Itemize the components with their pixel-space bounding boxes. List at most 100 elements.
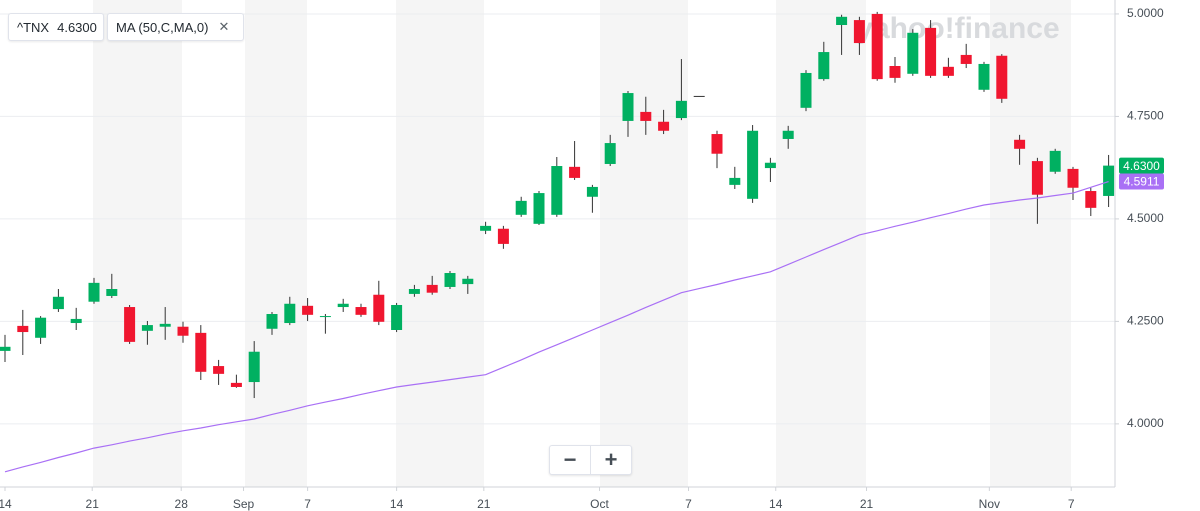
- price-badge: [1119, 173, 1164, 190]
- zoom-out[interactable]: −: [550, 446, 591, 474]
- candle-body: [70, 318, 82, 324]
- x-tick-label: 28: [175, 497, 189, 511]
- price-badge: [1119, 157, 1164, 174]
- x-tick-label: Oct: [590, 497, 609, 511]
- candle-body: [515, 200, 527, 215]
- candle-body: [729, 177, 741, 185]
- candle-body: [462, 278, 474, 285]
- candle-body: [604, 143, 616, 164]
- x-tick-label: 21: [477, 497, 491, 511]
- candle-body: [747, 130, 759, 199]
- x-tick-label: 21: [860, 497, 874, 511]
- remove-indicator[interactable]: ✕: [218, 19, 230, 34]
- week-band: [600, 0, 688, 487]
- candle-body: [426, 284, 438, 293]
- candle-body: [996, 55, 1008, 99]
- week-band: [396, 0, 484, 487]
- candle-body: [302, 305, 314, 315]
- price-badge-label: 4.5911: [1124, 175, 1160, 189]
- symbol-legend[interactable]: ^TNX 4.6300: [8, 13, 104, 41]
- candle-body: [337, 303, 349, 308]
- candle-body: [925, 27, 937, 76]
- legend-price: 4.6300: [57, 19, 97, 35]
- x-tick-label: 7: [304, 497, 311, 511]
- candle-body: [551, 166, 563, 215]
- price-badge-label: 4.6300: [1123, 159, 1160, 173]
- candle-body: [391, 304, 403, 330]
- candle-body: [640, 111, 652, 121]
- candle-body: [266, 314, 278, 329]
- candle-body: [52, 296, 64, 310]
- week-band: [245, 0, 307, 487]
- candle-body: [1049, 150, 1061, 172]
- candle-body: [764, 162, 776, 169]
- zoom-controls: − +: [549, 445, 632, 475]
- candle-body: [497, 228, 509, 244]
- candle-body: [889, 65, 901, 78]
- x-tick-label: 14: [390, 497, 404, 511]
- candle-body: [195, 332, 207, 372]
- candle-body: [177, 326, 189, 336]
- candle-body: [480, 225, 492, 231]
- candle-body: [533, 193, 545, 224]
- candle-body: [284, 303, 296, 324]
- candle-body: [248, 351, 260, 383]
- x-tick-label: 7: [1068, 497, 1075, 511]
- candle-body: [35, 317, 47, 338]
- candle-body: [230, 382, 242, 387]
- x-tick-label: 14: [0, 497, 12, 511]
- candle-body: [800, 72, 812, 108]
- candle-body: [711, 134, 723, 154]
- y-tick-label: 4.0000: [1127, 416, 1164, 430]
- candle-body: [124, 307, 136, 342]
- candle-body: [569, 166, 581, 178]
- candle-body: [106, 289, 118, 296]
- candle-body: [782, 130, 794, 139]
- candle-body: [586, 186, 598, 197]
- legend-symbol: ^TNX: [17, 19, 50, 35]
- x-tick-label: 14: [769, 497, 783, 511]
- candle-body: [871, 13, 883, 80]
- y-tick-label: 5.0000: [1127, 6, 1164, 20]
- candle-body: [836, 16, 848, 26]
- candle-body: [444, 273, 456, 287]
- candle-body: [675, 100, 687, 119]
- candle-body: [1103, 165, 1115, 196]
- candle-body: [17, 325, 29, 333]
- candle-body: [373, 294, 385, 322]
- candle-body: [408, 289, 420, 294]
- candle-body: [853, 20, 865, 44]
- candle-body: [658, 121, 670, 131]
- x-tick-label: 21: [86, 497, 100, 511]
- candle-body: [319, 316, 331, 318]
- candle-body: [141, 325, 153, 331]
- candle-body: [1031, 161, 1043, 195]
- candle-body: [622, 93, 634, 121]
- indicator-legend[interactable]: MA (50,C,MA,0) ✕: [107, 13, 245, 41]
- x-tick-label: Nov: [979, 497, 1000, 511]
- watermark: yahoo!finance: [856, 12, 1059, 45]
- candle-body: [942, 66, 954, 76]
- legend-indicator: MA (50,C,MA,0): [116, 19, 209, 35]
- y-tick-label: 4.7500: [1127, 109, 1164, 123]
- y-tick-label: 4.2500: [1127, 314, 1164, 328]
- candle-body: [960, 54, 972, 64]
- candle-body: [907, 32, 919, 74]
- x-tick-label: 7: [685, 497, 692, 511]
- candle-body: [1085, 191, 1097, 208]
- candle-body: [213, 366, 225, 374]
- candle-body: [159, 323, 171, 327]
- candle-body: [0, 346, 11, 351]
- candle-body: [1014, 139, 1026, 149]
- week-bands: [93, 0, 1071, 487]
- candle-body: [88, 282, 100, 302]
- week-band: [93, 0, 182, 487]
- candle-body: [693, 95, 705, 97]
- x-tick-label: Sep: [233, 497, 255, 511]
- zoom-in[interactable]: +: [604, 447, 618, 472]
- candle-body: [1067, 168, 1079, 188]
- week-band: [776, 0, 866, 487]
- y-tick-label: 4.5000: [1127, 211, 1164, 225]
